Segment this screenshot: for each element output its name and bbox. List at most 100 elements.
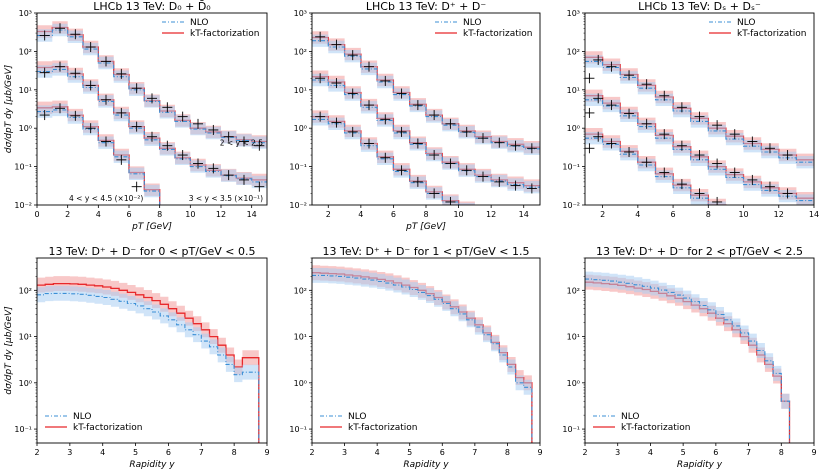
data-point bbox=[85, 80, 96, 91]
data-point bbox=[765, 220, 775, 230]
kt-uncertainty-band bbox=[585, 51, 814, 167]
y-tick-label: 10⁰ bbox=[567, 124, 580, 133]
data-point bbox=[396, 88, 407, 99]
x-tick-label: 2 bbox=[600, 210, 605, 219]
x-tick-label: 4 bbox=[375, 448, 380, 457]
data-point bbox=[461, 165, 472, 176]
data-point bbox=[585, 143, 595, 154]
data-point bbox=[445, 118, 456, 129]
nlo-series-line bbox=[37, 292, 260, 443]
y-tick-label: 10⁻¹ bbox=[562, 163, 580, 172]
plot-area bbox=[312, 265, 533, 443]
data-point bbox=[101, 136, 111, 147]
legend-label: NLO bbox=[737, 18, 756, 28]
x-tick-label: 4 bbox=[100, 448, 105, 457]
data-point bbox=[101, 56, 111, 67]
chart-title: 13 TeV: D⁺ + D⁻ for 0 < pT/GeV < 0.5 bbox=[49, 245, 256, 258]
data-point bbox=[315, 111, 326, 122]
rapidity-annotation: 4 < y < 4.5 (×10⁻²) bbox=[69, 194, 143, 203]
x-tick-label: 6 bbox=[126, 210, 131, 219]
data-point bbox=[239, 136, 249, 147]
x-axis-label: pT [GeV] bbox=[405, 222, 446, 232]
data-point bbox=[494, 137, 505, 148]
data-point bbox=[747, 213, 757, 223]
x-tick-label: 4 bbox=[96, 210, 101, 219]
kt-series-line bbox=[37, 282, 260, 443]
data-point bbox=[676, 140, 687, 151]
plot-area bbox=[37, 21, 267, 205]
x-tick-label: 4 bbox=[358, 210, 363, 219]
y-tick-label: 10¹ bbox=[294, 86, 307, 95]
data-point bbox=[585, 73, 595, 84]
data-point bbox=[429, 110, 440, 121]
data-point bbox=[239, 174, 249, 185]
data-point bbox=[254, 181, 265, 192]
data-point bbox=[347, 126, 358, 137]
data-point bbox=[364, 138, 374, 149]
axes-frame bbox=[584, 12, 815, 206]
data-point bbox=[39, 30, 50, 41]
y-tick-label: 10⁻¹ bbox=[289, 163, 307, 172]
x-tick-label: 5 bbox=[133, 448, 138, 457]
data-point bbox=[526, 183, 537, 194]
x-tick-label: 5 bbox=[407, 448, 412, 457]
data-point bbox=[208, 163, 219, 174]
y-tick-label: 10¹ bbox=[294, 333, 307, 342]
x-tick-label: 2 bbox=[65, 210, 70, 219]
y-tick-label: 10⁻² bbox=[14, 201, 32, 210]
data-point bbox=[747, 174, 758, 185]
chart-title: 13 TeV: D⁺ + D⁻ for 1 < pT/GeV < 1.5 bbox=[323, 245, 530, 258]
y-tick-label: 10¹ bbox=[567, 86, 580, 95]
x-tick-label: 14 bbox=[247, 210, 257, 219]
x-tick-label: 4 bbox=[648, 448, 653, 457]
data-point bbox=[116, 154, 127, 165]
nlo-uncertainty-band bbox=[585, 271, 790, 409]
y-axis-label: dσ/dpT dy [μb/GeV] bbox=[4, 306, 14, 395]
data-point bbox=[55, 103, 65, 114]
y-tick-label: 10² bbox=[294, 47, 307, 56]
x-tick-label: 9 bbox=[811, 448, 816, 457]
nlo-uncertainty-band bbox=[312, 268, 532, 395]
data-point bbox=[39, 110, 50, 121]
data-point bbox=[624, 108, 635, 119]
nlo-series-line bbox=[37, 109, 161, 205]
legend-label: NLO bbox=[73, 412, 92, 422]
legend-label: kT-factorization bbox=[190, 29, 259, 39]
x-tick-label: 8 bbox=[779, 448, 784, 457]
data-point bbox=[162, 102, 173, 113]
y-tick-label: 10¹ bbox=[567, 333, 580, 342]
data-point bbox=[380, 152, 391, 163]
y-axis-label: dσ/dpT dy [μb/GeV] bbox=[4, 64, 14, 153]
y-tick-label: 10⁰ bbox=[19, 124, 32, 133]
nlo-uncertainty-band bbox=[37, 285, 259, 383]
data-point bbox=[606, 61, 617, 72]
y-tick-label: 10⁻¹ bbox=[562, 425, 580, 434]
data-point bbox=[177, 150, 188, 161]
chart-title: 13 TeV: D⁺ + D⁻ for 2 < pT/GeV < 2.5 bbox=[596, 245, 803, 258]
chart-panel-1: 0 2 4 6 8 10 12 14 10⁻² 10⁻¹ 10⁰ 10¹ 10² 10³ LHCb 13 T… bbox=[4, 0, 268, 232]
data-point bbox=[70, 110, 81, 121]
data-point bbox=[380, 75, 391, 86]
plot-area bbox=[585, 271, 791, 443]
y-tick-label: 10⁰ bbox=[294, 379, 307, 388]
y-tick-label: 10² bbox=[567, 47, 580, 56]
data-point bbox=[331, 78, 342, 89]
data-point bbox=[412, 100, 423, 111]
x-tick-label: 2 bbox=[326, 210, 331, 219]
data-point bbox=[39, 67, 50, 78]
data-point bbox=[461, 126, 472, 137]
data-point bbox=[347, 50, 358, 61]
chart-panel-3: 2 4 6 8 10 12 14 10⁻² 10⁻¹ 10⁰ 10¹ 10² 10³ LHCb 13 Te… bbox=[562, 0, 819, 230]
data-point bbox=[380, 114, 391, 125]
data-point bbox=[641, 157, 652, 168]
y-tick-label: 10⁰ bbox=[19, 379, 32, 388]
data-point bbox=[659, 129, 670, 140]
data-point bbox=[747, 136, 758, 147]
x-tick-label: 6 bbox=[166, 448, 171, 457]
x-tick-label: 6 bbox=[440, 448, 445, 457]
x-tick-label: 5 bbox=[681, 448, 686, 457]
x-tick-label: 7 bbox=[746, 448, 751, 457]
data-point bbox=[396, 165, 407, 176]
